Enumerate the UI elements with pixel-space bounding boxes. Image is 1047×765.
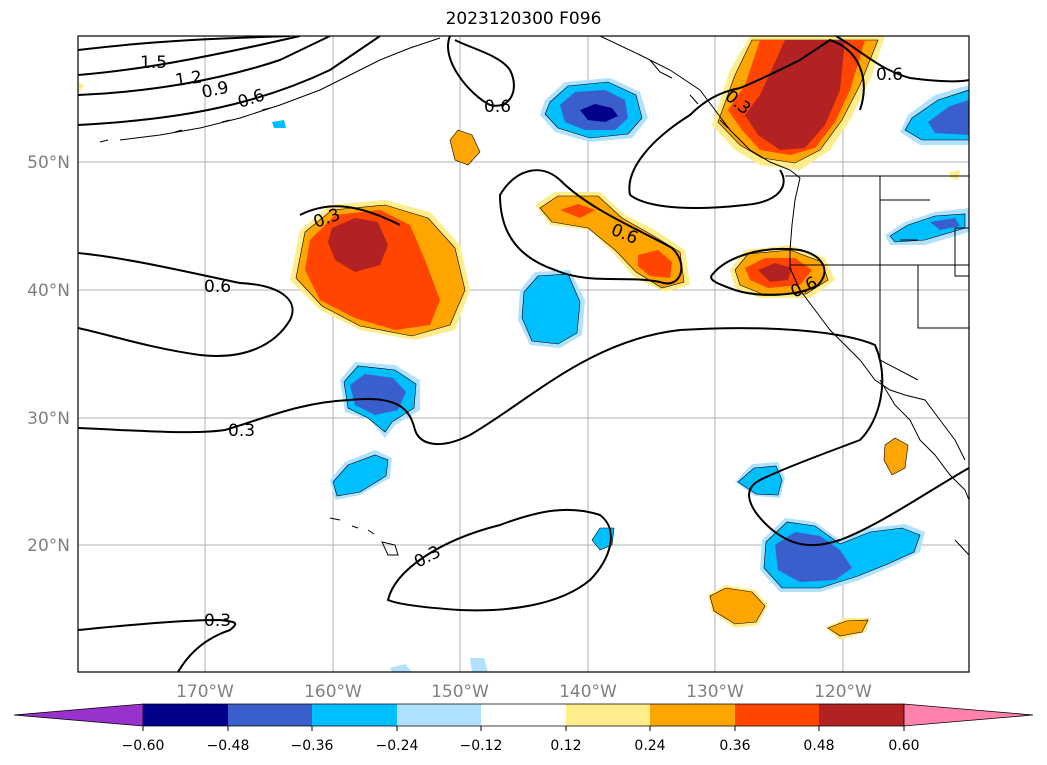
colorbar-segment bbox=[228, 704, 312, 726]
cold-region-coastal bbox=[885, 208, 969, 245]
warm-patch-small-north bbox=[449, 129, 481, 166]
lon-label-170w: 170°W bbox=[176, 682, 234, 702]
colorbar-segment bbox=[819, 704, 904, 726]
colorbar-tick-label: 0.36 bbox=[719, 738, 750, 754]
colorbar-segment bbox=[650, 704, 735, 726]
lon-label-130w: 130°W bbox=[686, 682, 744, 702]
lon-label-120w: 120°W bbox=[814, 682, 872, 702]
contour-lines bbox=[78, 36, 969, 672]
colorbar-segment bbox=[566, 704, 650, 726]
contour-label: 0.6 bbox=[204, 277, 231, 297]
shaded-fields bbox=[78, 36, 969, 672]
colorbar-segment bbox=[143, 704, 228, 726]
cold-region-near-hawaii bbox=[330, 450, 392, 500]
cold-region-northeast bbox=[900, 85, 969, 145]
contour-label: 1.5 bbox=[140, 53, 167, 73]
colorbar-tick-label: −0.36 bbox=[291, 738, 334, 754]
colorbar-tick-label: 0.24 bbox=[634, 738, 665, 754]
colorbar-segment bbox=[312, 704, 397, 726]
lat-label-50n: 50°N bbox=[27, 153, 70, 173]
colorbar: −0.60 −0.48 −0.36 −0.24 −0.12 0.12 0.24 … bbox=[13, 703, 1034, 754]
colorbar-tick-label: 0.48 bbox=[803, 738, 834, 754]
cold-region-mid-latitude bbox=[518, 270, 585, 348]
colorbar-segment bbox=[481, 704, 566, 726]
warm-region-streak bbox=[535, 192, 690, 292]
warm-region-pacific-northwest bbox=[712, 36, 885, 170]
contour-label: 0.3 bbox=[204, 611, 231, 631]
colorbar-tick-label: −0.60 bbox=[122, 738, 165, 754]
lat-label-20n: 20°N bbox=[27, 536, 70, 556]
warm-patch-baja bbox=[883, 437, 909, 476]
colorbar-max-extension bbox=[903, 703, 1034, 727]
coastlines bbox=[99, 36, 969, 556]
colorbar-segment bbox=[735, 704, 819, 726]
latitude-labels: 50°N 40°N 30°N 20°N bbox=[27, 153, 70, 556]
contour-label: 0.6 bbox=[484, 97, 511, 117]
colorbar-tick-label: −0.48 bbox=[207, 738, 250, 754]
colorbar-tick-label: −0.24 bbox=[376, 738, 419, 754]
cold-region-gulf-of-alaska bbox=[540, 78, 648, 142]
contour-label: 1.2 bbox=[174, 67, 204, 91]
warm-patch-south bbox=[825, 618, 870, 640]
warm-region-central-pacific bbox=[290, 200, 470, 340]
longitude-labels: 170°W 160°W 150°W 140°W 130°W 120°W bbox=[176, 682, 872, 702]
lon-label-150w: 150°W bbox=[431, 682, 489, 702]
map-panel bbox=[77, 35, 970, 673]
colorbar-tick-label: −0.12 bbox=[460, 738, 503, 754]
contour-label: 0.3 bbox=[228, 421, 255, 441]
contour-label: 0.6 bbox=[876, 65, 903, 85]
cold-patch-small bbox=[591, 527, 615, 551]
lat-label-30n: 30°N bbox=[27, 409, 70, 429]
warm-region-california-coast bbox=[730, 245, 835, 298]
colorbar-min-extension bbox=[13, 703, 144, 727]
colorbar-segment bbox=[397, 704, 481, 726]
lon-label-160w: 160°W bbox=[304, 682, 362, 702]
map-frame bbox=[77, 35, 970, 673]
map-title: 2023120300 F096 bbox=[445, 9, 602, 29]
lat-label-40n: 40°N bbox=[27, 281, 70, 301]
colorbar-tick-label: 0.60 bbox=[888, 738, 919, 754]
lon-label-140w: 140°W bbox=[559, 682, 617, 702]
cold-region-eastern-tropical bbox=[760, 518, 925, 592]
warm-region-tropical bbox=[708, 585, 768, 628]
colorbar-tick-label: 0.12 bbox=[550, 738, 581, 754]
